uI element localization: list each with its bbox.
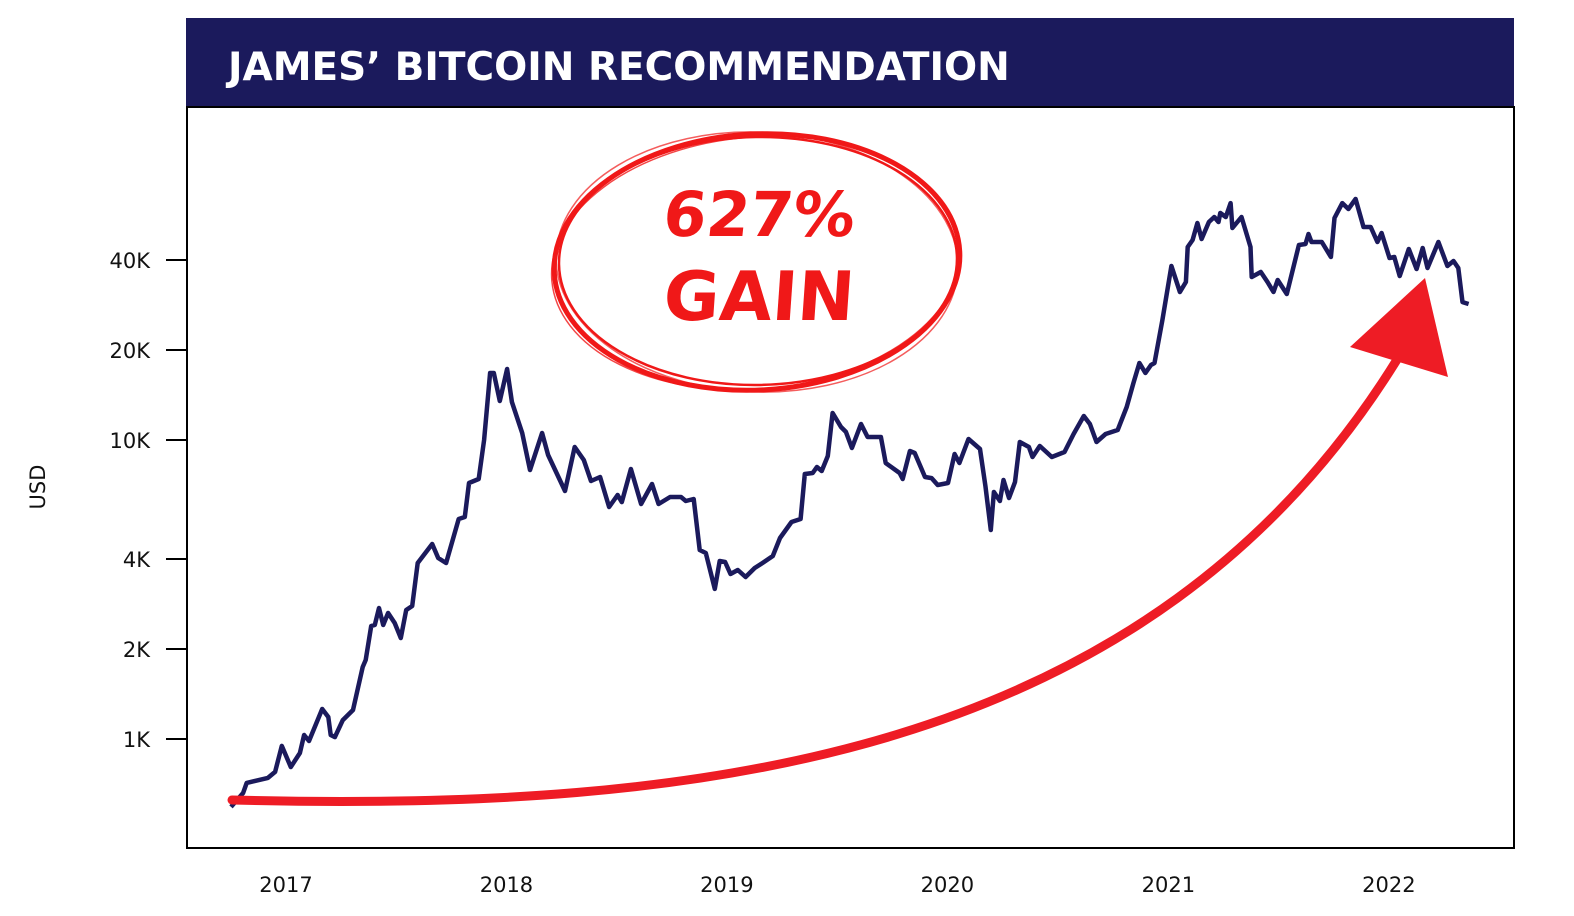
title-bar: [186, 18, 1514, 107]
plot-frame: [186, 106, 1515, 849]
series-layer: [229, 196, 1470, 809]
x-tick-label: 2021: [1142, 873, 1195, 897]
x-tick-label: 2017: [259, 873, 312, 897]
y-tick-label: 1K: [123, 728, 151, 752]
gain-arrow-curve: [227, 353, 1403, 807]
x-tick-label: 2022: [1362, 873, 1415, 897]
gain-word-text: GAIN: [661, 258, 857, 337]
gain-stamp: 627% GAIN: [550, 131, 963, 393]
x-tick-label: 2018: [480, 873, 533, 897]
x-axis-ticks: 2017 2018 2019 2020 2021 2022: [259, 873, 1415, 897]
y-axis-ticks: 1K 2K 4K 10K 20K 40K: [110, 249, 187, 752]
y-tick-label: 40K: [110, 249, 152, 273]
y-tick-label: 4K: [123, 548, 151, 572]
gain-percent-text: 627%: [660, 178, 859, 251]
x-tick-label: 2020: [921, 873, 974, 897]
chart-title: JAMES’ BITCOIN RECOMMENDATION: [225, 45, 1010, 90]
gain-arrow-head: [1350, 278, 1448, 377]
y-axis-label: USD: [26, 465, 50, 510]
stamp-ellipse: [550, 131, 963, 393]
y-tick-label: 2K: [123, 638, 151, 662]
y-tick-label: 20K: [110, 339, 152, 363]
y-tick-label: 10K: [110, 429, 152, 453]
gain-arrow: [227, 278, 1448, 807]
x-tick-label: 2019: [700, 873, 753, 897]
